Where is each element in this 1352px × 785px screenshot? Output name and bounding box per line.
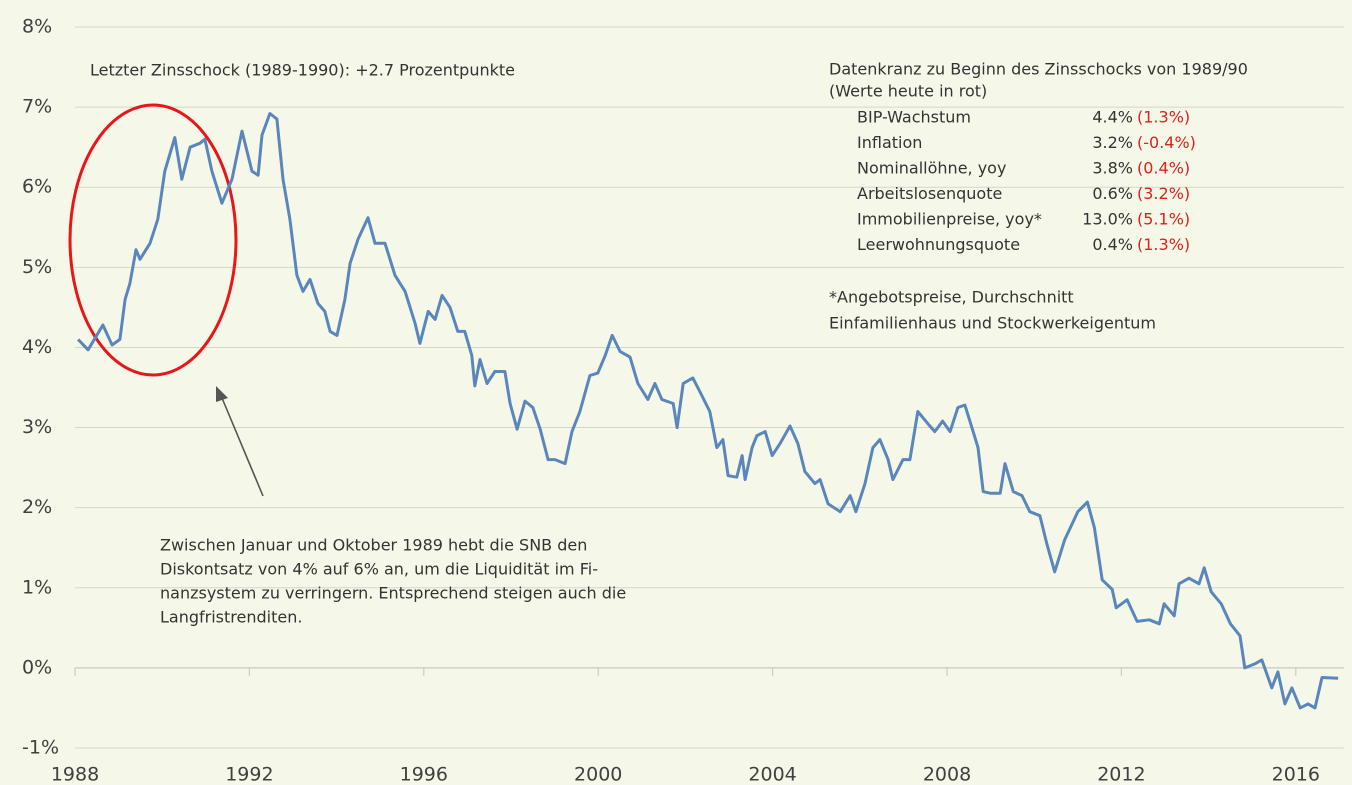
- y-tick-label: 0%: [22, 656, 52, 678]
- info-today: (1.3%): [1137, 235, 1190, 254]
- info-today: (1.3%): [1137, 108, 1190, 127]
- info-value: 3.2%: [1092, 133, 1133, 152]
- arrow-head: [216, 386, 228, 402]
- info-label: Nominallöhne, yoy: [857, 159, 1006, 178]
- info-box: Datenkranz zu Beginn des Zinsschocks von…: [829, 60, 1248, 333]
- info-value: 3.8%: [1092, 159, 1133, 178]
- callout-line: Zwischen Januar und Oktober 1989 hebt di…: [160, 536, 587, 555]
- y-tick-label: 1%: [22, 576, 52, 598]
- plot: [77, 112, 1339, 710]
- info-footnote: *Angebotspreise, Durchschnitt: [829, 288, 1074, 307]
- x-tick-label: 2008: [923, 764, 971, 785]
- x-tick-label: 2012: [1097, 764, 1145, 785]
- y-tick-label: 7%: [22, 96, 52, 118]
- y-tick-label: 6%: [22, 176, 52, 198]
- line: [77, 112, 1339, 710]
- grid: -1% 0% 1% 2% 3% 4% 5% 6% 7% 8% 1988 1992 1996 2000 200…: [22, 16, 1344, 785]
- x-tick-label: 2004: [748, 764, 796, 785]
- y-tick-label: 4%: [22, 336, 52, 358]
- info-value: 0.6%: [1092, 184, 1133, 203]
- y-tick-label: 8%: [22, 16, 52, 38]
- info-title: Datenkranz zu Beginn des Zinsschocks von…: [829, 60, 1248, 79]
- info-today: (5.1%): [1137, 210, 1190, 229]
- y-tick-label: 3%: [22, 416, 52, 438]
- info-footnote: Einfamilienhaus und Stockwerkeigentum: [829, 314, 1156, 333]
- x-tick-label: 1992: [225, 764, 273, 785]
- callout-line: nanzsystem zu verringern. Entsprechend s…: [160, 584, 626, 603]
- info-today: (0.4%): [1137, 159, 1190, 178]
- highlight-ellipse: [68, 103, 238, 377]
- callout: Zwischen Januar und Oktober 1989 hebt di…: [160, 536, 626, 627]
- info-value: 4.4%: [1092, 108, 1133, 127]
- info-label: BIP-Wachstum: [857, 108, 971, 127]
- x-tick-label: 1988: [51, 764, 99, 785]
- callout-line: Langfristrenditen.: [160, 608, 302, 627]
- y-tick-label: 5%: [22, 256, 52, 278]
- info-value: 13.0%: [1082, 210, 1133, 229]
- info-label: Arbeitslosenquote: [857, 184, 1002, 203]
- x-tick-label: 2000: [574, 764, 622, 785]
- y-tick-label: 2%: [22, 496, 52, 518]
- x-tick-label: 2016: [1272, 764, 1320, 785]
- callout-line: Diskontsatz von 4% auf 6% an, um die Liq…: [160, 560, 598, 579]
- arrow: [221, 397, 264, 497]
- info-today: (-0.4%): [1137, 133, 1196, 152]
- x-tick-label: 1996: [400, 764, 448, 785]
- y-tick-label: -1%: [22, 737, 59, 759]
- info-value: 0.4%: [1092, 235, 1133, 254]
- info-today: (3.2%): [1137, 184, 1190, 203]
- info-title: (Werte heute in rot): [829, 82, 987, 101]
- annotation: Letzter Zinsschock (1989-1990): +2.7 Pro…: [90, 61, 515, 80]
- info-label: Immobilienpreise, yoy*: [857, 210, 1042, 229]
- info-label: Inflation: [857, 133, 922, 152]
- info-label: Leerwohnungsquote: [857, 235, 1020, 254]
